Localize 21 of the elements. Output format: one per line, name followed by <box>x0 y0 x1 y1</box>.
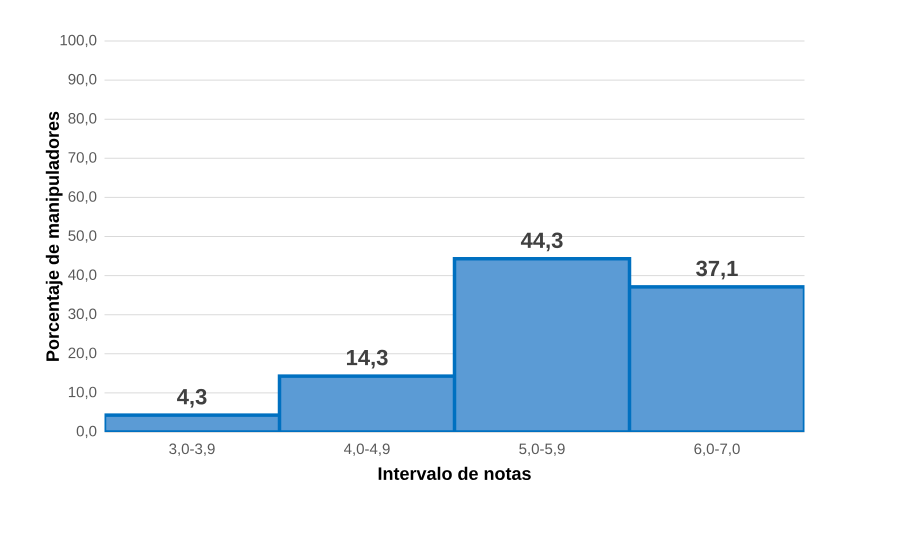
y-tick-label: 100,0 <box>60 34 96 48</box>
data-label: 44,3 <box>520 232 563 252</box>
y-tick-label: 70,0 <box>68 152 96 164</box>
data-label: 4,3 <box>177 388 207 408</box>
y-tick-label: 30,0 <box>68 308 96 321</box>
y-tick-label: 90,0 <box>68 74 96 86</box>
data-label: 14,3 <box>346 350 388 369</box>
data-label: 37,1 <box>696 260 738 280</box>
x-axis-title: Intervalo de notas <box>378 466 531 480</box>
x-tick-label: 3,0-3,9 <box>169 444 215 456</box>
x-tick-label: 4,0-4,9 <box>344 444 390 456</box>
y-tick-label: 40,0 <box>68 269 96 282</box>
y-tick-label: 60,0 <box>68 191 96 204</box>
y-tick-label: 50,0 <box>68 230 96 243</box>
y-axis-title: Porcentaje de manipuladores <box>46 112 63 361</box>
y-tick-label: 20,0 <box>68 348 96 360</box>
y-tick-label: 0,0 <box>76 426 96 438</box>
y-tick-label: 80,0 <box>68 112 96 126</box>
x-tick-label: 5,0-5,9 <box>519 444 565 456</box>
x-tick-label: 6,0-7,0 <box>694 444 740 456</box>
y-tick-label: 10,0 <box>68 386 96 400</box>
